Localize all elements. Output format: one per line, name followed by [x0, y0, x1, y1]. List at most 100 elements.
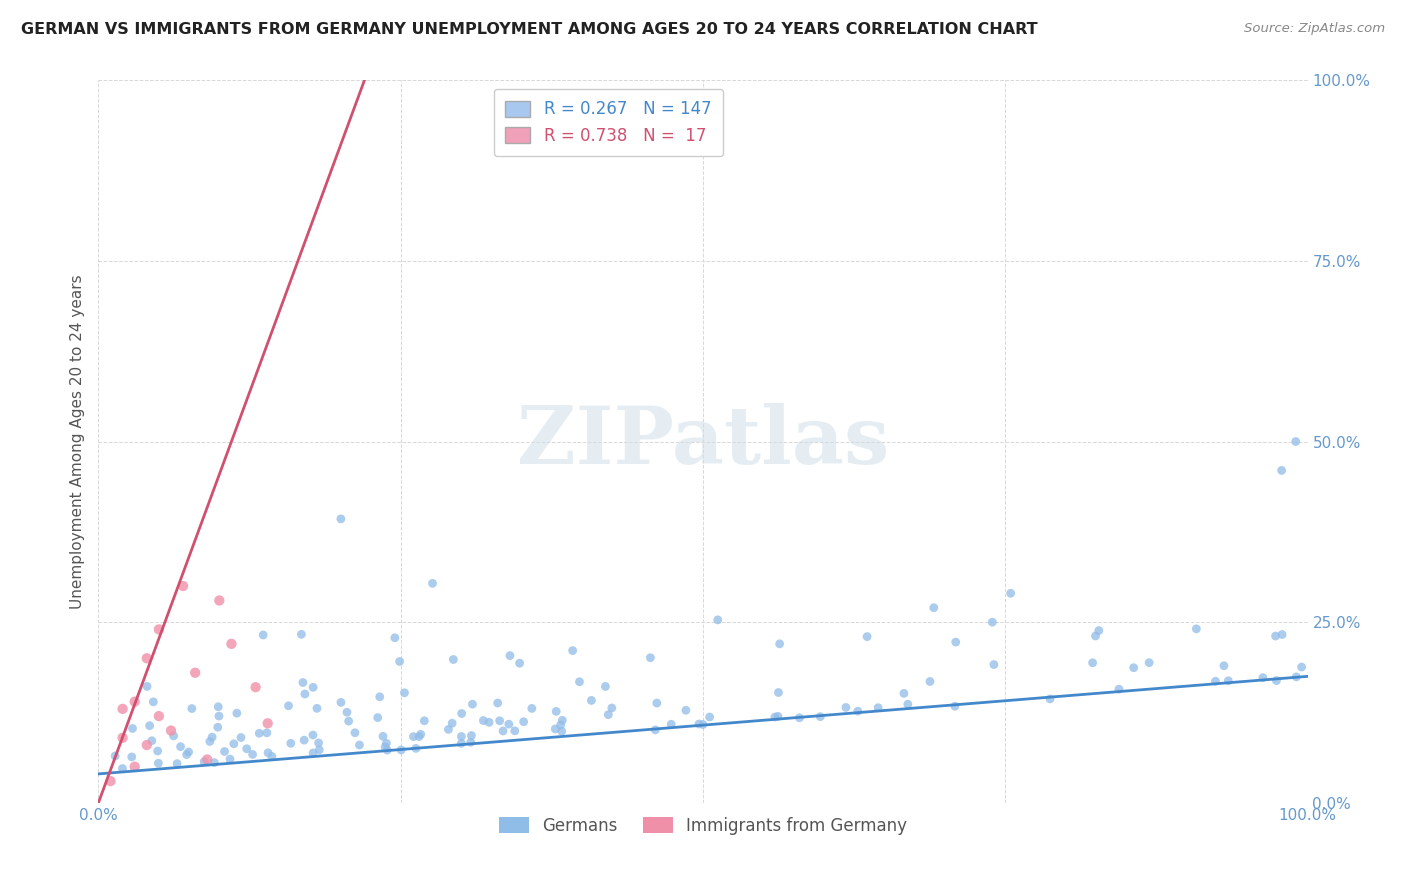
- Point: [308, 736, 330, 750]
- Point: [1000, 586, 1022, 600]
- Point: [221, 637, 243, 651]
- Point: [450, 736, 472, 750]
- Point: [374, 739, 396, 754]
- Point: [176, 747, 198, 762]
- Text: ZIPatlas: ZIPatlas: [517, 402, 889, 481]
- Point: [193, 755, 215, 769]
- Point: [367, 710, 389, 724]
- Point: [177, 745, 200, 759]
- Point: [413, 714, 436, 728]
- Point: [766, 709, 789, 723]
- Text: GERMAN VS IMMIGRANTS FROM GERMANY UNEMPLOYMENT AMONG AGES 20 TO 24 YEARS CORRELA: GERMAN VS IMMIGRANTS FROM GERMANY UNEMPL…: [21, 22, 1038, 37]
- Point: [498, 717, 520, 731]
- Point: [478, 715, 501, 730]
- Point: [252, 628, 274, 642]
- Point: [544, 722, 567, 736]
- Point: [868, 700, 890, 714]
- Point: [1084, 629, 1107, 643]
- Point: [461, 697, 484, 711]
- Point: [330, 695, 353, 709]
- Point: [160, 723, 183, 738]
- Point: [789, 711, 811, 725]
- Point: [692, 717, 714, 731]
- Point: [100, 774, 122, 789]
- Point: [897, 698, 920, 712]
- Point: [460, 729, 482, 743]
- Point: [1185, 622, 1208, 636]
- Point: [290, 627, 312, 641]
- Point: [598, 707, 620, 722]
- Point: [499, 648, 522, 663]
- Point: [371, 729, 394, 743]
- Point: [856, 630, 879, 644]
- Point: [1251, 671, 1274, 685]
- Point: [245, 680, 267, 694]
- Point: [846, 704, 869, 718]
- Point: [121, 722, 143, 736]
- Point: [305, 701, 328, 715]
- Point: [242, 747, 264, 762]
- Point: [550, 718, 572, 732]
- Point: [292, 733, 315, 747]
- Point: [219, 752, 242, 766]
- Point: [835, 700, 858, 714]
- Point: [229, 731, 252, 745]
- Point: [441, 652, 464, 666]
- Point: [207, 720, 229, 734]
- Point: [148, 756, 170, 771]
- Point: [375, 736, 398, 750]
- Point: [1291, 660, 1313, 674]
- Point: [945, 635, 967, 649]
- Point: [277, 698, 299, 713]
- Point: [180, 701, 202, 715]
- Point: [402, 730, 425, 744]
- Point: [280, 736, 302, 750]
- Point: [1285, 434, 1308, 449]
- Point: [169, 739, 191, 754]
- Point: [302, 681, 325, 695]
- Point: [1108, 682, 1130, 697]
- Point: [1285, 670, 1308, 684]
- Point: [1137, 656, 1160, 670]
- Point: [1218, 673, 1240, 688]
- Point: [104, 749, 127, 764]
- Point: [198, 734, 221, 748]
- Point: [568, 674, 591, 689]
- Point: [389, 743, 412, 757]
- Point: [148, 623, 170, 637]
- Point: [551, 713, 574, 727]
- Point: [1081, 656, 1104, 670]
- Point: [111, 731, 134, 745]
- Point: [488, 714, 510, 728]
- Point: [302, 746, 325, 760]
- Point: [135, 738, 157, 752]
- Point: [208, 593, 231, 607]
- Point: [294, 687, 316, 701]
- Point: [291, 675, 314, 690]
- Point: [706, 613, 728, 627]
- Point: [509, 656, 531, 670]
- Point: [141, 733, 163, 747]
- Point: [1271, 463, 1294, 477]
- Point: [546, 705, 568, 719]
- Point: [503, 723, 526, 738]
- Point: [645, 696, 668, 710]
- Point: [460, 735, 482, 749]
- Point: [983, 657, 1005, 672]
- Point: [135, 651, 157, 665]
- Point: [302, 728, 325, 742]
- Point: [336, 705, 359, 719]
- Point: [111, 762, 134, 776]
- Point: [600, 701, 623, 715]
- Point: [343, 725, 366, 739]
- Point: [368, 690, 391, 704]
- Y-axis label: Unemployment Among Ages 20 to 24 years: Unemployment Among Ages 20 to 24 years: [69, 274, 84, 609]
- Point: [520, 701, 543, 715]
- Point: [222, 737, 245, 751]
- Point: [124, 760, 146, 774]
- Point: [581, 693, 603, 707]
- Point: [329, 512, 352, 526]
- Legend: Germans, Immigrants from Germany: Germans, Immigrants from Germany: [489, 807, 917, 845]
- Point: [893, 686, 915, 700]
- Point: [195, 752, 218, 766]
